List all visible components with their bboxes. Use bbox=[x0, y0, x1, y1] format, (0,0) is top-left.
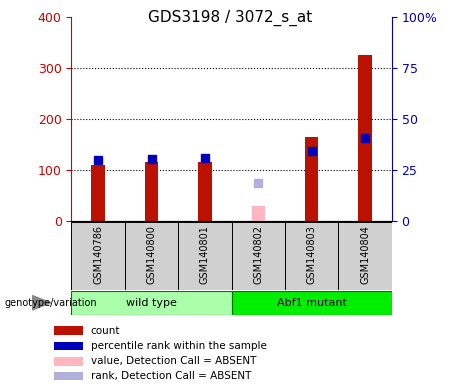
Bar bbox=[305, 137, 319, 221]
Bar bbox=[54, 357, 83, 366]
Text: GSM140804: GSM140804 bbox=[360, 225, 370, 284]
Bar bbox=[145, 162, 158, 221]
Bar bbox=[54, 341, 83, 350]
Text: GSM140786: GSM140786 bbox=[93, 225, 103, 284]
Text: value, Detection Call = ABSENT: value, Detection Call = ABSENT bbox=[91, 356, 256, 366]
Text: count: count bbox=[91, 326, 120, 336]
Text: GSM140800: GSM140800 bbox=[147, 225, 157, 284]
Bar bbox=[338, 222, 392, 290]
Text: percentile rank within the sample: percentile rank within the sample bbox=[91, 341, 266, 351]
Text: rank, Detection Call = ABSENT: rank, Detection Call = ABSENT bbox=[91, 371, 251, 381]
Bar bbox=[71, 222, 125, 290]
Bar bbox=[91, 165, 105, 221]
Bar bbox=[252, 205, 265, 221]
Polygon shape bbox=[32, 296, 51, 310]
Bar bbox=[198, 162, 212, 221]
Bar bbox=[231, 222, 285, 290]
Bar bbox=[54, 326, 83, 335]
Bar bbox=[54, 372, 83, 381]
Bar bbox=[285, 222, 338, 290]
Bar bbox=[71, 291, 231, 315]
Bar bbox=[125, 222, 178, 290]
Bar bbox=[231, 291, 392, 315]
Bar bbox=[359, 55, 372, 221]
Text: GSM140803: GSM140803 bbox=[307, 225, 317, 284]
Text: GSM140801: GSM140801 bbox=[200, 225, 210, 284]
Text: genotype/variation: genotype/variation bbox=[5, 298, 97, 308]
Text: wild type: wild type bbox=[126, 298, 177, 308]
Bar bbox=[178, 222, 231, 290]
Text: Abf1 mutant: Abf1 mutant bbox=[277, 298, 347, 308]
Text: GSM140802: GSM140802 bbox=[254, 225, 263, 284]
Text: GDS3198 / 3072_s_at: GDS3198 / 3072_s_at bbox=[148, 10, 313, 26]
